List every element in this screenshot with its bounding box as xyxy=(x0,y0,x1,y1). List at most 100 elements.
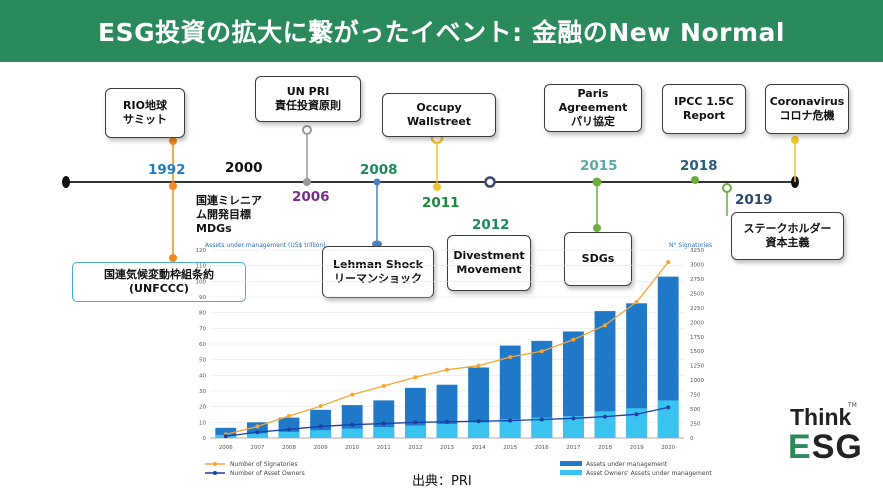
bar-aum xyxy=(626,303,648,438)
signatories-point xyxy=(445,367,449,372)
y-right-tick: 2250 xyxy=(690,306,704,312)
y-left-tick: 40 xyxy=(199,373,206,379)
event-stakeholder-box: ステークホルダー 資本主義 xyxy=(731,212,844,260)
y-right-tick: 1000 xyxy=(690,378,704,384)
legend-asset-owners: Number of Asset Owners xyxy=(230,470,305,477)
event-sdgs-box: SDGs xyxy=(564,232,632,286)
lehman-dot xyxy=(372,240,382,248)
rio-axis-dot xyxy=(169,182,177,190)
x-tick: 2016 xyxy=(535,445,549,451)
ipcc-axis-dot xyxy=(691,176,699,184)
signatories-point xyxy=(413,375,418,380)
bar-owner-aum xyxy=(562,416,584,438)
paris-axis-dot xyxy=(592,177,602,187)
event-unpri-box: UN PRI 責任投資原則 xyxy=(255,76,361,122)
year-2019: 2019 xyxy=(735,192,773,208)
y-left-tick: 60 xyxy=(199,342,206,348)
unpri-axis-dot xyxy=(303,178,311,186)
title-banner: ESG投資の拡大に繋がったイベント: 金融のNew Normal xyxy=(0,0,883,62)
y-right-tick: 3000 xyxy=(690,262,704,268)
bar-owner-aum xyxy=(594,411,616,438)
y-right-tick: 3250 xyxy=(690,248,704,254)
signatories-point xyxy=(634,300,639,305)
asset-owners-point xyxy=(666,405,671,410)
asset-owners-point xyxy=(287,427,291,432)
signatories-point xyxy=(350,392,355,397)
asset-owners-point xyxy=(445,419,449,424)
asset-owners-point xyxy=(381,421,386,426)
y-right-tick: 250 xyxy=(690,422,701,428)
legend-signatories: Number of Signatories xyxy=(230,461,297,468)
y-left-tick: 10 xyxy=(199,420,206,426)
signatories-point xyxy=(508,355,513,360)
y-right-tick: 0 xyxy=(690,436,694,442)
asset-owners-point xyxy=(255,430,260,435)
asset-owners-point xyxy=(413,420,418,425)
x-tick: 2020 xyxy=(661,445,675,451)
y-left-tick: 120 xyxy=(196,248,207,254)
year-2011: 2011 xyxy=(422,195,460,211)
y-right-tick: 1250 xyxy=(690,364,704,370)
bar-owner-aum xyxy=(531,417,553,438)
logo-tm-mark: TM xyxy=(848,402,857,409)
bar-aum xyxy=(594,311,616,438)
bar-aum xyxy=(531,340,553,438)
y-right-tick: 2500 xyxy=(690,291,704,297)
x-tick: 2011 xyxy=(377,445,391,451)
lehman-axis-dot xyxy=(373,178,381,186)
event-paris-box: Paris Agreement パリ協定 xyxy=(544,84,642,132)
asset-owners-point xyxy=(634,412,639,417)
bar-owner-aum xyxy=(278,431,300,438)
asset-owners-point xyxy=(318,424,323,429)
bar-owner-aum xyxy=(468,422,490,438)
bar-owner-aum xyxy=(626,408,648,438)
bar-owner-aum xyxy=(246,433,268,438)
asset-owners-point xyxy=(476,419,481,424)
asset-owners-point xyxy=(603,414,607,419)
source-caption: 出典：PRI xyxy=(412,474,472,489)
x-tick: 2019 xyxy=(630,445,644,451)
signatories-point xyxy=(666,260,671,265)
bar-owner-aum xyxy=(310,430,332,438)
y-left-tick: 50 xyxy=(199,358,206,364)
x-tick: 2009 xyxy=(314,445,328,451)
bar-owner-aum xyxy=(373,427,395,438)
y-right-tick: 2000 xyxy=(690,320,704,326)
x-tick: 2017 xyxy=(566,445,580,451)
page-title: ESG投資の拡大に繋がったイベント: 金融のNew Normal xyxy=(98,18,785,47)
year-2006: 2006 xyxy=(292,189,330,205)
asset-owners-point xyxy=(508,418,513,423)
event-ipcc-box: IPCC 1.5C Report xyxy=(662,84,746,134)
signatories-point xyxy=(255,424,260,429)
year-2000: 2000 xyxy=(225,160,263,176)
signatories-point xyxy=(287,414,291,419)
year-2015: 2015 xyxy=(580,158,618,174)
x-tick: 2013 xyxy=(440,445,454,451)
y-left-tick: 0 xyxy=(203,436,207,442)
x-tick: 2006 xyxy=(219,445,233,451)
asset-owners-point xyxy=(223,434,228,439)
year-2012: 2012 xyxy=(472,217,510,233)
x-tick: 2012 xyxy=(408,445,422,451)
rio-dot xyxy=(169,137,177,145)
x-tick: 2014 xyxy=(472,445,486,451)
event-corona-box: Coronavirus コロナ危機 xyxy=(765,84,849,134)
corona-dot xyxy=(791,136,799,144)
bar-owner-aum xyxy=(404,425,426,438)
y-left-tick: 80 xyxy=(199,311,206,317)
year-1992: 1992 xyxy=(148,162,186,178)
x-tick: 2015 xyxy=(503,445,517,451)
signatories-point xyxy=(318,404,323,409)
think-esg-logo: Think TM ESG xyxy=(772,400,862,470)
stakeholder-dot xyxy=(722,183,732,193)
y-right-tick: 500 xyxy=(690,407,701,413)
bar-owner-aum xyxy=(657,400,679,438)
bar-owner-aum xyxy=(436,423,458,438)
timeline-start-cap xyxy=(62,176,70,188)
y-right-tick: 1500 xyxy=(690,349,704,355)
event-lehman-box: Lehman Shock リーマンショック xyxy=(322,246,434,298)
event-mdgs-box: 国連ミレニア ム開発目標 MDGs xyxy=(196,193,262,236)
occupy-axis-dot xyxy=(433,183,441,191)
event-unfccc-box: 国連気候変動枠組条約 (UNFCCC) xyxy=(72,262,246,302)
